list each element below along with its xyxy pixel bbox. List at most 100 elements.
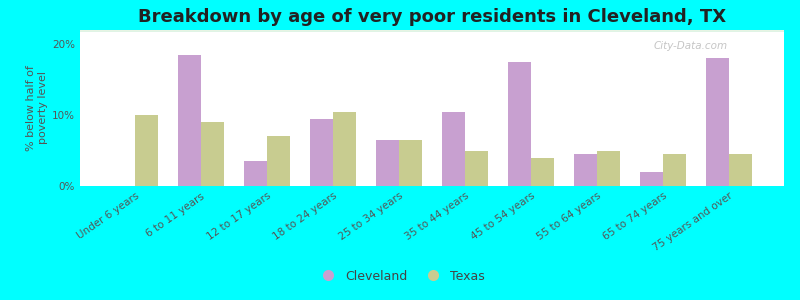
Bar — [80, 30, 784, 31]
Bar — [80, 31, 784, 32]
Bar — [80, 31, 784, 32]
Bar — [80, 30, 784, 31]
Bar — [80, 30, 784, 31]
Bar — [80, 30, 784, 31]
Bar — [80, 30, 784, 31]
Bar — [80, 31, 784, 32]
Bar — [80, 30, 784, 31]
Bar — [80, 30, 784, 31]
Bar — [80, 30, 784, 31]
Bar — [80, 30, 784, 31]
Bar — [80, 31, 784, 32]
Bar — [333, 112, 356, 186]
Bar — [80, 30, 784, 31]
Bar — [80, 30, 784, 31]
Bar — [80, 31, 784, 32]
Bar — [80, 31, 784, 32]
Bar — [80, 30, 784, 31]
Title: Breakdown by age of very poor residents in Cleveland, TX: Breakdown by age of very poor residents … — [138, 8, 726, 26]
Bar — [80, 30, 784, 31]
Bar — [80, 30, 784, 31]
Bar — [80, 30, 784, 31]
Bar — [80, 30, 784, 31]
Bar — [80, 30, 784, 31]
Bar — [80, 30, 784, 31]
Bar — [399, 140, 422, 186]
Bar — [80, 30, 784, 31]
Bar — [80, 31, 784, 32]
Bar — [80, 31, 784, 32]
Bar — [80, 30, 784, 31]
Bar — [80, 30, 784, 31]
Bar — [80, 30, 784, 31]
Bar — [80, 30, 784, 31]
Bar — [663, 154, 686, 186]
Bar — [80, 30, 784, 31]
Bar — [597, 151, 620, 186]
Bar — [508, 62, 531, 186]
Bar — [80, 30, 784, 31]
Bar — [80, 30, 784, 31]
Bar — [80, 30, 784, 31]
Bar — [640, 172, 663, 186]
Bar — [80, 30, 784, 31]
Bar — [80, 30, 784, 31]
Bar — [80, 30, 784, 31]
Bar — [80, 30, 784, 31]
Bar — [80, 30, 784, 31]
Bar — [80, 30, 784, 31]
Bar — [80, 30, 784, 31]
Bar — [80, 31, 784, 32]
Bar — [80, 31, 784, 32]
Y-axis label: % below half of
poverty level: % below half of poverty level — [26, 65, 48, 151]
Bar — [80, 31, 784, 32]
Bar — [80, 30, 784, 31]
Bar — [80, 30, 784, 31]
Bar — [80, 31, 784, 32]
Bar — [80, 31, 784, 32]
Bar — [80, 31, 784, 32]
Bar — [80, 30, 784, 31]
Bar — [80, 30, 784, 31]
Bar — [80, 31, 784, 32]
Bar — [465, 151, 488, 186]
Bar — [80, 30, 784, 31]
Bar — [80, 30, 784, 31]
Bar — [80, 31, 784, 32]
Bar — [80, 31, 784, 32]
Bar — [80, 31, 784, 32]
Bar — [178, 55, 201, 186]
Bar — [80, 30, 784, 31]
Bar — [80, 30, 784, 31]
Bar — [80, 30, 784, 31]
Bar — [80, 31, 784, 32]
Bar — [80, 31, 784, 32]
Bar — [80, 31, 784, 32]
Bar — [80, 30, 784, 31]
Bar — [80, 30, 784, 31]
Bar — [80, 31, 784, 32]
Bar — [80, 31, 784, 32]
Bar — [80, 30, 784, 31]
Text: City-Data.com: City-Data.com — [654, 41, 728, 51]
Bar — [80, 31, 784, 32]
Bar — [80, 31, 784, 32]
Bar — [201, 122, 224, 186]
Bar — [80, 30, 784, 31]
Bar — [80, 30, 784, 31]
Bar — [80, 31, 784, 32]
Bar — [80, 30, 784, 31]
Bar — [80, 31, 784, 32]
Bar — [80, 31, 784, 32]
Bar — [80, 30, 784, 31]
Bar — [80, 31, 784, 32]
Bar — [80, 30, 784, 31]
Bar — [80, 30, 784, 31]
Bar — [80, 30, 784, 31]
Bar — [80, 30, 784, 31]
Bar — [80, 30, 784, 31]
Bar — [80, 30, 784, 31]
Bar — [531, 158, 554, 186]
Bar — [80, 30, 784, 31]
Bar — [80, 31, 784, 32]
